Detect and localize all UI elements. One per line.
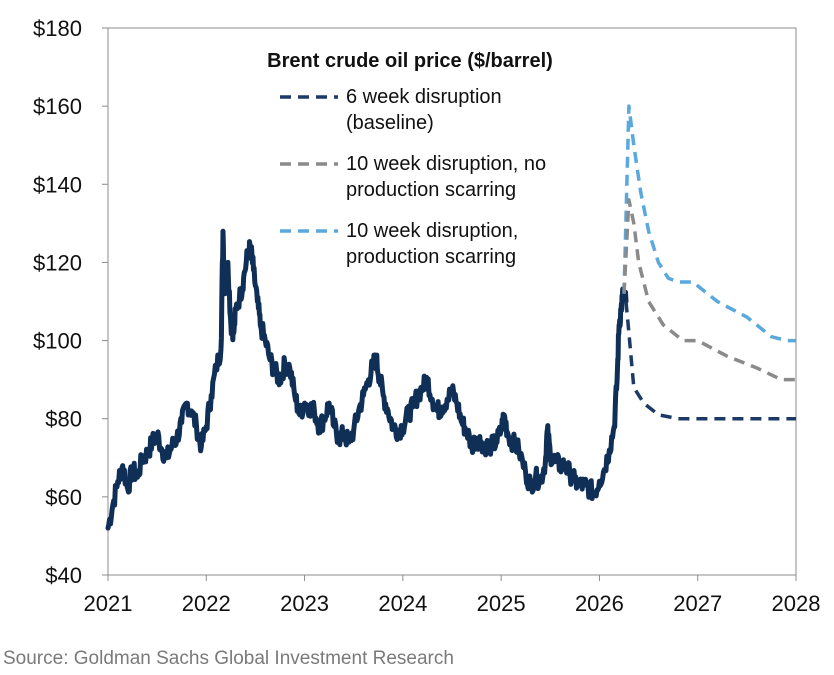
scenario-line-3 (622, 104, 796, 343)
y-tick-label: $80 (45, 407, 82, 432)
x-tick-label: 2028 (772, 591, 821, 616)
x-tick-label: 2024 (378, 591, 427, 616)
labels-group: $40 $60 $80 $100 $120 $140 $160 $180 2021 2022 202… (33, 16, 820, 616)
y-tick-label: $180 (33, 16, 82, 41)
legend-label-1: 6 week disruption (baseline) (346, 86, 502, 134)
y-tick-label: $160 (33, 94, 82, 119)
y-tick-label: $140 (33, 172, 82, 197)
chart-title: Brent crude oil price ($/barrel) (267, 50, 553, 72)
source-note: Source: Goldman Sachs Global Investment … (3, 648, 454, 669)
historical-price-line (105, 228, 629, 531)
x-tick-label: 2025 (477, 591, 526, 616)
y-tick-label: $40 (45, 563, 82, 588)
plot-frame (107, 27, 797, 576)
scenario-line-1 (624, 301, 796, 421)
legend-label-2: 10 week disruption, no production scarrin… (346, 153, 546, 201)
y-tick-label: $60 (45, 485, 82, 510)
x-tick-label: 2026 (575, 591, 624, 616)
x-tick-label: 2022 (182, 591, 231, 616)
y-tick-label: $100 (33, 329, 82, 354)
axes (102, 27, 797, 581)
y-tick-label: $120 (33, 250, 82, 275)
x-tick-label: 2027 (673, 591, 722, 616)
x-tick-label: 2021 (84, 591, 133, 616)
series-group (105, 104, 796, 531)
chart: $40 $60 $80 $100 $120 $140 $160 $180 2021 2022 202… (33, 16, 820, 616)
scenario-line-2 (622, 198, 796, 382)
x-tick-label: 2023 (280, 591, 329, 616)
legend-label-3: 10 week disruption, production scarring (346, 220, 518, 268)
